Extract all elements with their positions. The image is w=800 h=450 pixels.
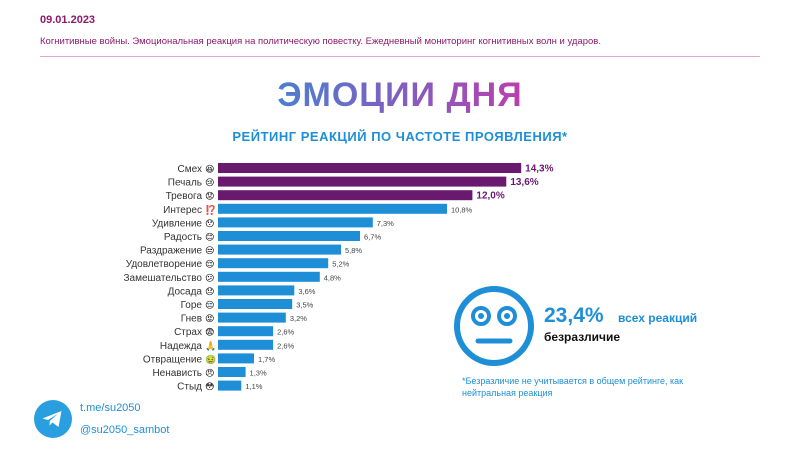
footnote: *Безразличие не учитывается в общем рейт… (462, 376, 684, 398)
bar-emoji-icon: 😢 (205, 178, 214, 188)
bar-category-label: Радость (164, 232, 202, 243)
bar (218, 217, 373, 228)
bar (218, 285, 295, 296)
bar-emoji-icon: 😒 (205, 246, 214, 256)
bar-emoji-icon: 🙏 (205, 341, 216, 351)
bar-value-label: 7,3% (377, 219, 394, 228)
bar (218, 326, 274, 337)
bar-category-label: Надежда (160, 341, 203, 352)
bar-value-label: 14,3% (525, 164, 553, 175)
bar-emoji-icon: 😌 (205, 259, 214, 269)
emotion-bar-chart: Смех 😆 14,3% Печаль 😢 13,6% Тревога 😟 12,0% Интер… (124, 163, 554, 393)
bar-category-label: Раздражение (140, 246, 202, 257)
bar (218, 258, 329, 269)
bar-category-label: Тревога (166, 191, 203, 202)
bar-emoji-icon: 🤢 (205, 354, 216, 364)
bar (218, 299, 293, 309)
bar-category-label: Отвращение (143, 354, 203, 365)
bar-emoji-icon: 😊 (205, 232, 214, 242)
bar-emoji-icon: 😆 (205, 164, 214, 174)
indifference-label: безразличие (544, 330, 621, 344)
bar-emoji-icon: 😳 (205, 382, 214, 392)
bar-category-label: Замешательство (124, 273, 203, 284)
bar-emoji-icon: ⁉️ (205, 204, 216, 215)
bar-value-label: 3,2% (290, 314, 307, 323)
chart-title: РЕЙТИНГ РЕАКЦИЙ ПО ЧАСТОТЕ ПРОЯВЛЕНИЯ* (232, 129, 568, 144)
bar-category-label: Ненависть (152, 368, 202, 379)
bar-value-label: 2,6% (277, 328, 294, 337)
bar-category-label: Печаль (168, 178, 202, 189)
bar-value-label: 3,6% (298, 287, 315, 296)
telegram-link[interactable]: t.me/su2050 (80, 402, 141, 414)
page-title: ЭМОЦИИ ДНЯ (0, 76, 800, 115)
bar-value-label: 6,7% (364, 233, 381, 242)
bar-emoji-icon: 😞 (205, 286, 214, 296)
indifference-percent: 23,4% (544, 304, 604, 327)
bar (218, 203, 447, 214)
bar (218, 271, 320, 282)
bar-category-label: Удовлетворение (126, 259, 203, 270)
bar (218, 163, 522, 173)
telegram-icon (34, 400, 72, 438)
bar-value-label: 1,3% (250, 369, 267, 378)
bar-value-label: 2,6% (277, 341, 294, 350)
bar (218, 231, 360, 241)
bar-emoji-icon: 😨 (205, 327, 214, 337)
bar (218, 190, 473, 201)
date-label: 09.01.2023 (40, 14, 96, 26)
bar-category-label: Стыд (177, 382, 202, 393)
bar-category-label: Удивление (152, 218, 203, 229)
bar-category-label: Интерес (163, 205, 202, 216)
header-divider (40, 56, 760, 57)
bar-emoji-icon: 😕 (205, 273, 214, 283)
bar-value-label: 12,0% (476, 191, 504, 202)
bar-value-label: 5,2% (332, 260, 349, 269)
bar-value-label: 10,8% (451, 205, 473, 214)
header-subtitle: Когнитивные войны. Эмоциональная реакция… (40, 36, 601, 47)
bar-value-label: 3,5% (296, 301, 313, 310)
telegram-bot-link[interactable]: @su2050_sambot (80, 424, 170, 436)
bar-value-label: 4,8% (324, 273, 341, 282)
bar-category-label: Горе (181, 300, 203, 311)
bar-emoji-icon: 😟 (205, 191, 214, 201)
bar (218, 380, 242, 391)
bar-category-label: Страх (174, 327, 202, 338)
bar-value-label: 5,8% (345, 246, 362, 255)
bar-category-label: Гнев (181, 314, 202, 325)
bar-value-label: 13,6% (510, 177, 538, 188)
bar (218, 312, 286, 323)
bar (218, 353, 254, 364)
bar-emoji-icon: 😡 (205, 314, 214, 324)
bar-category-label: Смех (178, 164, 202, 175)
bar-category-label: Досада (168, 286, 203, 297)
bar-value-label: 1,1% (245, 382, 262, 391)
bar (218, 339, 274, 350)
bar (218, 367, 246, 377)
bar-emoji-icon: 😠 (205, 368, 214, 378)
bar-emoji-icon: 😔 (205, 300, 214, 310)
bar (218, 176, 507, 187)
indifference-caption: всех реакций (618, 311, 698, 325)
bar-value-label: 1,7% (258, 355, 275, 364)
bar-emoji-icon: 😯 (205, 218, 214, 228)
bar (218, 244, 341, 255)
neutral-face-icon (454, 286, 534, 366)
